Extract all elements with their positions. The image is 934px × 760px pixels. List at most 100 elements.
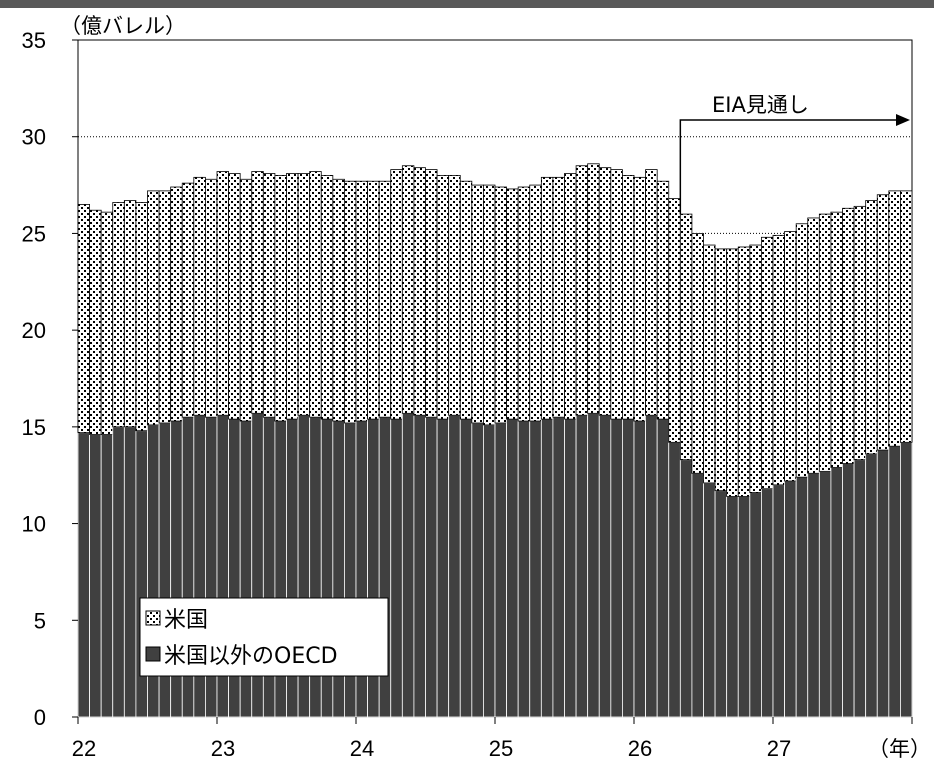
bar-other-oecd	[679, 459, 693, 718]
bar-other-oecd	[853, 459, 867, 718]
bar-us	[656, 180, 670, 420]
bar-other-oecd	[506, 418, 519, 718]
x-tick-label: 25	[489, 736, 513, 760]
bar-us	[367, 180, 380, 420]
bar-us	[726, 248, 739, 497]
bar-us	[865, 200, 878, 455]
bar-other-oecd	[390, 418, 403, 718]
bar-us	[888, 190, 901, 447]
bar-us	[344, 180, 357, 424]
bar-other-oecd	[703, 482, 716, 718]
bar-us	[575, 165, 589, 416]
bar-us	[691, 233, 704, 474]
bar-us	[471, 184, 484, 424]
bar-us	[332, 178, 345, 422]
bar-us	[749, 244, 762, 494]
bar-us	[135, 202, 148, 432]
bar-other-oecd	[691, 472, 704, 718]
bar-us	[147, 190, 160, 426]
bar-us	[633, 176, 646, 422]
bar-us	[390, 169, 403, 420]
bar-us	[459, 180, 473, 420]
bar-other-oecd	[100, 434, 114, 718]
bar-us	[239, 178, 253, 422]
forecast-annotation: EIA見通し	[679, 93, 910, 215]
bar-us	[772, 234, 785, 486]
bar-other-oecd	[540, 418, 554, 718]
bar-us	[645, 169, 658, 416]
bar-other-oecd	[89, 434, 102, 718]
bar-us	[158, 190, 172, 424]
bar-us	[112, 202, 125, 428]
bar-us	[262, 173, 276, 418]
x-tick-label: 24	[350, 736, 374, 760]
bar-other-oecd	[714, 490, 728, 718]
bar-other-oecd	[865, 453, 878, 718]
bar-other-oecd	[761, 488, 774, 718]
y-axis: 0 5 10 15 20 25 30 35	[22, 28, 78, 730]
bar-us	[193, 176, 206, 416]
y-tick-label: 0	[34, 705, 46, 730]
x-tick-label: 22	[72, 736, 96, 760]
bar-other-oecd	[726, 496, 739, 718]
bar-us	[622, 174, 635, 420]
bar-us	[610, 169, 623, 420]
legend-label-us: 米国	[164, 608, 208, 633]
legend-swatch-us	[145, 610, 161, 626]
x-tick-label: 26	[628, 736, 652, 760]
bar-us	[529, 184, 542, 422]
bar-us	[123, 200, 137, 428]
bar-us	[251, 171, 264, 414]
legend: 米国 米国以外のOECD	[139, 597, 389, 677]
bar-us	[564, 173, 577, 420]
bars-layer	[77, 163, 913, 718]
bar-us	[378, 180, 392, 418]
bar-us	[170, 186, 183, 422]
bar-us	[494, 186, 507, 424]
x-unit-label: （年）	[868, 737, 931, 760]
bar-other-oecd	[668, 441, 681, 718]
bar-us	[703, 244, 716, 484]
legend-label-other-oecd: 米国以外のOECD	[164, 644, 338, 669]
x-tick-label: 27	[767, 736, 791, 760]
bar-us	[540, 176, 554, 420]
bar-other-oecd	[483, 424, 496, 718]
bar-other-oecd	[564, 418, 577, 718]
forecast-arrow-head	[896, 114, 910, 126]
y-tick-label: 10	[22, 512, 46, 537]
bar-us	[286, 173, 299, 420]
bar-us	[842, 207, 855, 465]
y-tick-label: 25	[22, 221, 46, 246]
bar-us	[679, 213, 693, 461]
bar-us	[274, 174, 287, 422]
bar-other-oecd	[633, 420, 646, 718]
bar-other-oecd	[807, 472, 820, 718]
bar-other-oecd	[517, 420, 531, 718]
bar-other-oecd	[772, 484, 785, 718]
bar-us	[100, 211, 114, 435]
bar-other-oecd	[622, 418, 635, 718]
bar-us	[425, 169, 438, 418]
bar-us	[413, 167, 426, 416]
bar-us	[737, 246, 751, 497]
bar-other-oecd	[830, 467, 843, 718]
bar-other-oecd	[552, 416, 565, 718]
legend-box	[139, 597, 389, 677]
bar-other-oecd	[645, 414, 658, 718]
bar-other-oecd	[842, 463, 855, 718]
bar-other-oecd	[436, 418, 450, 718]
bar-other-oecd	[112, 426, 125, 718]
bar-other-oecd	[598, 414, 612, 718]
legend-swatch-other-oecd	[145, 646, 161, 662]
bar-other-oecd	[587, 412, 600, 718]
bar-other-oecd	[876, 449, 890, 718]
bar-other-oecd	[575, 414, 589, 718]
bar-us	[668, 198, 681, 443]
bar-us	[830, 211, 843, 468]
top-band	[0, 0, 934, 8]
bar-other-oecd	[818, 470, 832, 718]
x-tick-label: 23	[211, 736, 235, 760]
bar-us	[818, 213, 832, 472]
bar-us	[205, 178, 218, 418]
bar-us	[436, 174, 450, 420]
